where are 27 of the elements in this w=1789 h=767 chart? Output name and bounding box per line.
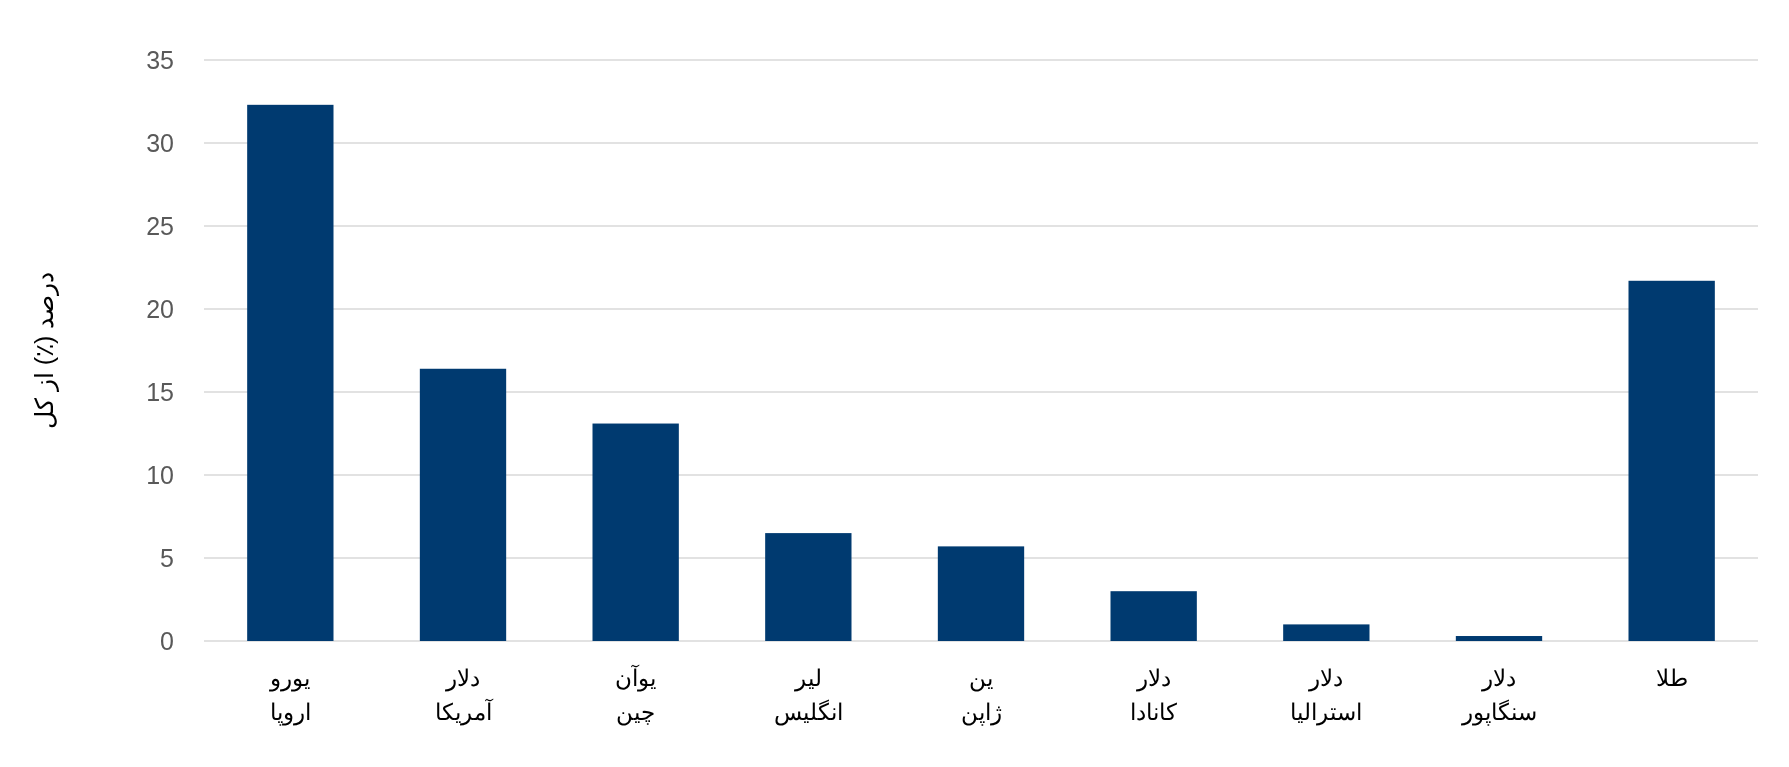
- x-tick-label: لیر انگلیس: [773, 665, 843, 726]
- y-tick-label: 30: [146, 128, 174, 157]
- bar: [1283, 624, 1370, 641]
- y-tick-label: 15: [146, 377, 174, 406]
- x-tick-label: طلا: [1655, 665, 1688, 691]
- bar: [765, 533, 852, 641]
- bar: [1110, 591, 1197, 641]
- bar: [247, 104, 334, 641]
- x-tick-label: دلار استرالیا: [1290, 665, 1363, 726]
- x-tick-label: یورو اروپا: [269, 665, 311, 726]
- bar: [592, 423, 679, 641]
- y-tick-label: 10: [146, 460, 174, 489]
- y-tick-label: 35: [146, 45, 174, 74]
- bar: [1628, 280, 1715, 641]
- x-tick-label: یوآن چین: [615, 664, 657, 726]
- y-tick-label: 25: [146, 211, 174, 240]
- bar: [1455, 636, 1543, 641]
- y-tick-label: 5: [160, 543, 174, 572]
- y-tick-label: 0: [160, 626, 174, 655]
- x-tick-label: دلار سنگاپور: [1460, 665, 1537, 726]
- x-tick-label: ین ژاپن: [960, 665, 1002, 726]
- x-tick-label: دلار آمریکا: [434, 665, 494, 726]
- y-tick-label: 20: [146, 294, 174, 323]
- bar: [419, 368, 507, 641]
- bar: [937, 546, 1025, 641]
- y-axis-title: درصد (٪) از کل: [30, 271, 60, 430]
- x-tick-label: دلار کانادا: [1130, 665, 1178, 725]
